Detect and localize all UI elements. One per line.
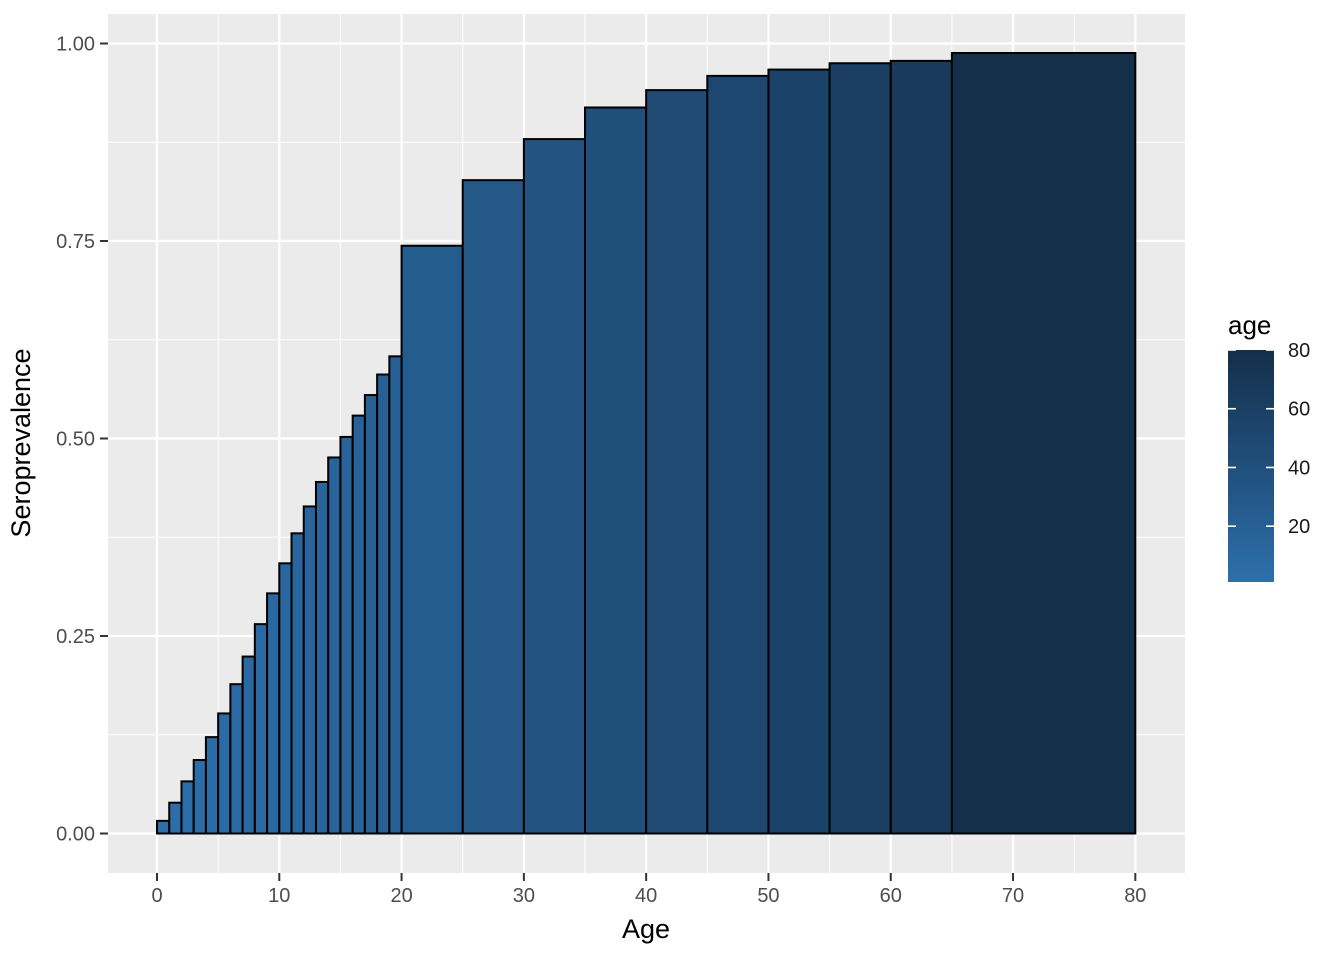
legend-ticks <box>1228 349 1274 528</box>
bar <box>767 68 831 835</box>
bar <box>339 435 354 835</box>
y-tick-label: 1.00 <box>56 34 95 56</box>
bar <box>168 801 183 835</box>
x-tick-label: 30 <box>513 885 535 907</box>
legend-gradient-bar <box>1228 350 1274 582</box>
x-tick-label: 40 <box>635 885 657 907</box>
bar <box>314 480 330 835</box>
bar <box>253 623 269 835</box>
x-tick-label: 80 <box>1124 885 1146 907</box>
x-tick-label: 10 <box>268 885 290 907</box>
bar <box>217 712 232 835</box>
bar <box>204 736 220 835</box>
x-axis: 0 10 20 30 40 50 60 70 80 <box>151 873 1146 907</box>
bar <box>461 179 525 835</box>
legend-tick-label: 80 <box>1288 340 1310 362</box>
legend-tick-label: 40 <box>1288 457 1310 479</box>
y-tick-label: 0.50 <box>56 429 95 451</box>
bar <box>950 51 1137 835</box>
x-tick-label: 60 <box>880 885 902 907</box>
bar <box>290 532 305 835</box>
bar <box>400 244 464 835</box>
bar <box>192 759 207 835</box>
x-tick-label: 20 <box>390 885 412 907</box>
x-axis-title: Age <box>622 914 670 944</box>
bar <box>302 505 317 835</box>
legend-title: age <box>1228 310 1271 340</box>
bar <box>584 106 648 835</box>
bar <box>706 74 770 835</box>
bar <box>327 456 342 835</box>
x-tick-label: 70 <box>1002 885 1024 907</box>
legend-tick-label: 60 <box>1288 399 1310 421</box>
bar <box>241 655 256 835</box>
bar <box>229 683 244 835</box>
x-tick-label: 50 <box>757 885 779 907</box>
bar <box>266 592 281 835</box>
y-axis-title: Seroprevalence <box>6 348 36 537</box>
legend-tick-label: 20 <box>1288 516 1310 538</box>
bar <box>363 394 379 835</box>
y-tick-label: 0.75 <box>56 231 95 253</box>
bar <box>889 59 953 835</box>
bar <box>156 819 171 835</box>
bar <box>278 562 293 835</box>
x-tick-label: 0 <box>151 885 162 907</box>
bar <box>828 62 892 835</box>
legend-colorbar: age 20 40 60 80 <box>1228 310 1310 582</box>
y-axis: 0.00 0.25 0.50 0.75 1.00 <box>56 34 108 846</box>
bar <box>351 414 366 835</box>
bar <box>388 355 403 835</box>
legend-labels: 20 40 60 80 <box>1288 340 1310 538</box>
y-tick-label: 0.00 <box>56 824 95 846</box>
bar <box>376 373 391 835</box>
bar-series <box>156 51 1137 835</box>
bar <box>522 138 587 835</box>
bar <box>180 780 195 835</box>
y-tick-label: 0.25 <box>56 626 95 648</box>
bar <box>645 89 709 835</box>
